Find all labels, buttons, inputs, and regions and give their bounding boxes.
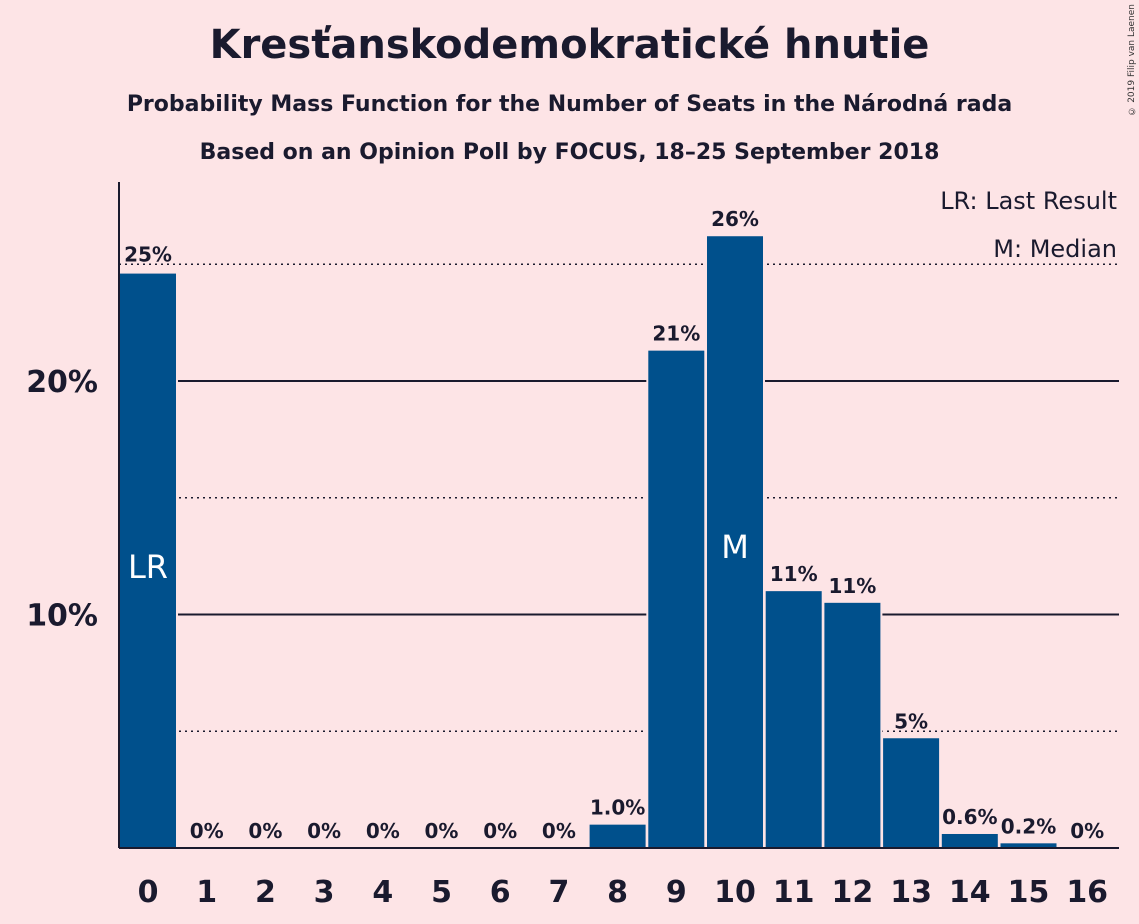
x-tick-label: 11 [773, 875, 815, 910]
data-label: 0% [248, 819, 282, 843]
data-label: 11% [770, 562, 818, 586]
y-tick-label: 20% [26, 365, 98, 400]
x-tick-label: 10 [714, 875, 756, 910]
x-tick-label: 3 [314, 875, 335, 910]
x-tick-label: 12 [832, 875, 874, 910]
legend-entry: LR: Last Result [940, 187, 1117, 215]
data-label: 0% [425, 819, 459, 843]
data-label: 1.0% [590, 796, 645, 820]
data-label: 11% [828, 574, 876, 598]
x-tick-label: 5 [431, 875, 452, 910]
bar-annotation: M [721, 528, 749, 566]
x-tick-label: 15 [1008, 875, 1050, 910]
data-label: 0.2% [1001, 814, 1056, 838]
x-tick-label: 13 [890, 875, 932, 910]
bar [120, 273, 176, 849]
x-tick-label: 4 [372, 875, 393, 910]
data-label: 0% [307, 819, 341, 843]
data-label: 0% [190, 819, 224, 843]
data-label: 25% [124, 243, 172, 267]
data-label: 0% [366, 819, 400, 843]
bar [883, 738, 940, 848]
data-label: 0.6% [942, 805, 997, 829]
chart-subtitle: Probability Mass Function for the Number… [126, 92, 1013, 117]
x-tick-label: 14 [949, 875, 991, 910]
x-tick-label: 7 [548, 875, 569, 910]
x-tick-label: 8 [607, 875, 628, 910]
x-tick-label: 6 [490, 875, 511, 910]
data-label: 0% [1070, 819, 1104, 843]
bar [648, 350, 705, 848]
data-label: 5% [894, 709, 928, 733]
x-tick-label: 16 [1066, 875, 1108, 910]
bar [824, 602, 881, 848]
chart-title: Kresťanskodemokratické hnutie [209, 22, 930, 68]
bar [589, 824, 646, 848]
chart-source: Based on an Opinion Poll by FOCUS, 18–25… [199, 140, 940, 165]
bar [707, 236, 763, 849]
x-tick-label: 2 [255, 875, 276, 910]
bar [941, 833, 998, 848]
bar [765, 591, 822, 848]
legend-entry: M: Median [993, 235, 1117, 263]
x-tick-label: 0 [138, 875, 159, 910]
data-label: 0% [542, 819, 576, 843]
bar [1000, 843, 1057, 848]
data-label: 21% [652, 322, 700, 346]
data-label: 0% [483, 819, 517, 843]
bar-annotation: LR [128, 548, 168, 586]
y-tick-label: 10% [26, 599, 98, 634]
data-label: 26% [711, 207, 759, 231]
x-tick-label: 1 [196, 875, 217, 910]
x-tick-label: 9 [666, 875, 687, 910]
